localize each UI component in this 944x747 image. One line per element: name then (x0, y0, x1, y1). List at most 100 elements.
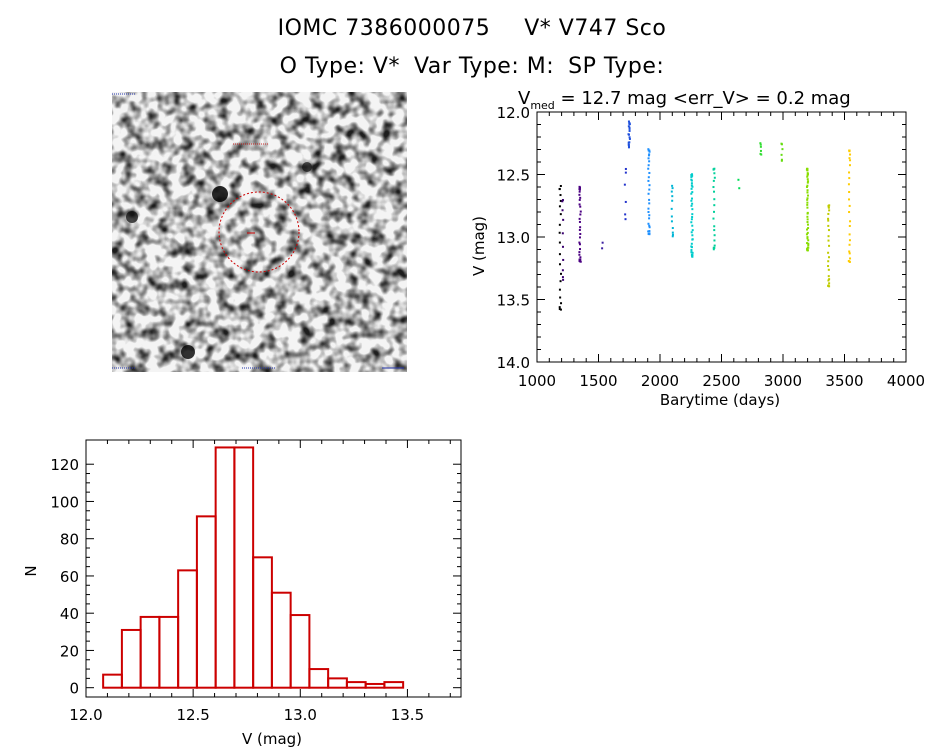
sky-image (112, 92, 407, 372)
data-point (561, 209, 564, 212)
data-point (628, 129, 631, 132)
data-point (647, 149, 650, 152)
y-tick-label: 13.0 (497, 229, 530, 247)
histogram-bar (289, 614, 311, 689)
data-point (827, 260, 830, 263)
data-point (628, 136, 631, 139)
data-point (848, 211, 851, 214)
data-point (690, 192, 693, 195)
data-point (624, 218, 627, 221)
light-curve-y-axis: 12.0 12.5 13.0 13.5 14.0 (497, 104, 906, 372)
x-tick-label: 3000 (764, 372, 802, 390)
histogram-bar (252, 556, 273, 689)
data-point (561, 276, 564, 279)
data-point (713, 204, 716, 207)
data-point (805, 185, 808, 188)
data-point (848, 149, 851, 152)
histogram-plot-frame (85, 439, 462, 698)
data-point (690, 221, 693, 224)
data-point (561, 232, 564, 235)
data-point (827, 212, 830, 215)
data-point (690, 231, 693, 234)
data-point (690, 175, 693, 178)
star-id-label: IOMC 7386000075 (277, 16, 491, 41)
data-point (780, 153, 783, 156)
data-point (648, 230, 651, 233)
data-point (848, 252, 851, 255)
chart-title-line-2: O Type: V* Var Type: M: SP Type: (0, 54, 944, 79)
data-point (648, 202, 651, 205)
data-point (691, 173, 694, 176)
data-point (848, 177, 851, 180)
data-point (828, 244, 831, 247)
data-point (579, 226, 582, 229)
data-point (560, 272, 563, 275)
data-point (848, 239, 851, 242)
data-point (806, 174, 809, 177)
histogram-bars (102, 446, 405, 689)
data-point (558, 253, 561, 256)
data-point (559, 199, 562, 202)
data-point (759, 145, 762, 148)
data-point (628, 126, 631, 129)
data-point (558, 205, 561, 208)
data-point (713, 210, 716, 213)
data-point (647, 157, 650, 160)
x-tick-label: 12.5 (176, 706, 209, 724)
data-point (578, 241, 581, 244)
light-curve-title: Vmed = 12.7 mag <err_V> = 0.2 mag (518, 88, 851, 112)
data-point (690, 175, 693, 178)
data-point (849, 220, 852, 223)
data-point (579, 232, 582, 235)
histogram-bar (214, 446, 236, 689)
data-point (827, 256, 830, 259)
data-point (712, 168, 715, 171)
data-point (759, 143, 762, 146)
data-point (780, 142, 783, 145)
data-point (690, 199, 693, 202)
histogram-bar (345, 681, 367, 689)
data-point (628, 137, 631, 140)
data-point (690, 179, 693, 182)
data-point (671, 187, 674, 190)
data-point (648, 233, 651, 236)
data-point (807, 246, 810, 249)
light-curve-y-label: V (mag) (470, 216, 488, 276)
data-point (806, 167, 809, 170)
x-tick-label: 2500 (702, 372, 740, 390)
data-point (827, 217, 830, 220)
x-tick-label: 13.5 (391, 706, 424, 724)
data-point (691, 216, 694, 219)
data-point (690, 218, 693, 221)
data-point (648, 217, 651, 220)
data-point (578, 251, 581, 254)
y-tick-label: 100 (50, 493, 79, 511)
data-point (627, 146, 630, 149)
data-point (561, 269, 564, 272)
data-point (647, 179, 650, 182)
data-point (713, 225, 716, 228)
data-point (578, 186, 581, 189)
histogram-bar (177, 569, 198, 689)
data-point (691, 255, 694, 258)
data-point (562, 218, 565, 221)
y-tick-label: 0 (69, 680, 79, 698)
data-point (806, 201, 809, 204)
data-point (559, 308, 562, 311)
data-point (713, 167, 716, 170)
data-point (806, 169, 809, 172)
data-point (691, 255, 694, 258)
data-point (648, 160, 651, 163)
data-point (624, 171, 627, 174)
data-point (627, 125, 630, 128)
data-point (578, 198, 581, 201)
data-point (691, 191, 694, 194)
data-point (827, 284, 830, 287)
data-point (848, 150, 851, 153)
data-point (560, 302, 563, 305)
data-point (691, 202, 694, 205)
data-point (806, 167, 809, 170)
x-tick-label: 13.0 (284, 706, 317, 724)
data-point (648, 226, 651, 229)
data-point (578, 203, 581, 206)
